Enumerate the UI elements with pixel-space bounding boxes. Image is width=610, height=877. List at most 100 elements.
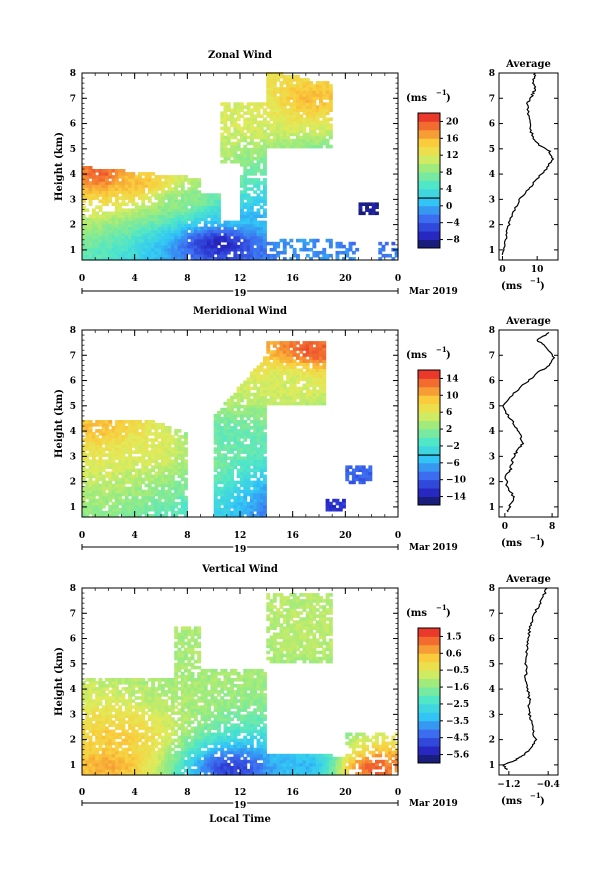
average-y-tick-label: 1 [489,503,495,513]
heatmap-cell [329,118,333,122]
heatmap-cell [253,172,257,176]
heatmap-cell [322,248,326,252]
colorbar-tick-label: −4 [446,219,460,229]
heatmap-cell [181,181,185,185]
heatmap-cell [263,172,267,176]
colorbar-unit-close: ) [446,350,451,361]
heatmap-cell [296,75,300,79]
average-x-tick-label: 0 [502,522,508,532]
colorbar-segment [418,181,440,190]
heatmap-cell [263,208,267,212]
colorbar-segment [418,412,440,421]
heatmap-cell [118,705,122,709]
heatmap-cell [263,456,267,460]
date-month: Mar 2019 [409,543,458,553]
colorbar-tick-label: 0 [446,202,452,212]
colorbar-tick-label: 4 [446,185,452,195]
heatmap-cell [263,248,267,252]
heatmap-cell [296,254,300,258]
y-tick-label: 5 [70,402,76,412]
average-title: Average [505,59,551,70]
colorbar-segment [418,497,440,506]
heatmap-cell [184,459,188,463]
heatmap-cell [184,478,188,482]
colorbar-segment [418,206,440,215]
heatmap-cell [296,341,300,345]
heatmap-cell [283,248,287,252]
colorbar-segment [418,223,440,232]
heatmap-cell [263,199,267,203]
average-y-tick-label: 7 [489,94,495,104]
heatmap-cell [230,469,234,473]
x-tick-label: 8 [184,531,190,541]
heatmap-cell [375,212,379,216]
heatmap-cell [306,254,310,258]
colorbar-segment [418,463,440,472]
heatmap-field [82,593,399,776]
heatmap-cell [329,84,333,88]
heatmap-cell [368,465,372,469]
heatmap-cell [237,118,241,122]
heatmap-cell [368,469,372,473]
average-x-title-close: ) [540,281,545,292]
average-y-tick-label: 5 [489,402,495,412]
heatmap-cell [243,496,247,500]
heatmap-cell [322,356,326,360]
y-tick-label: 6 [70,120,76,130]
heatmap-cell [263,420,267,424]
colorbar-segment [418,438,440,447]
colorbar-segment [418,395,440,404]
panel-title: Zonal Wind [208,50,272,61]
heatmap-cell [329,124,333,128]
average-x-tick-label: 8 [549,522,555,532]
x-tick-label: 12 [234,274,247,284]
heatmap-cell [263,411,267,415]
heatmap-cell [243,438,247,442]
colorbar-segment [418,147,440,156]
heatmap-cell [263,496,267,500]
heatmap-cell [82,199,86,203]
heatmap-cell [263,487,267,491]
colorbar-segment [418,130,440,139]
heatmap-cell [217,199,221,203]
average-y-tick-label: 3 [489,195,495,205]
colorbar-tick-label: 12 [446,151,459,161]
heatmap-cell [303,127,307,131]
x-tick-label: 12 [234,531,247,541]
average-y-tick-label: 4 [489,427,495,437]
heatmap-cell [184,505,188,509]
y-tick-label: 2 [70,478,76,488]
x-tick-label: 4 [132,274,138,284]
heatmap-cell [329,145,333,149]
colorbar-segment [418,404,440,413]
average-y-tick-label: 4 [489,170,495,180]
colorbar-segment [418,214,440,223]
colorbar-segment [418,488,440,497]
heatmap-cell [352,242,356,246]
average-x-tick-label: 0 [499,265,505,275]
heatmap-cell [263,154,267,158]
y-tick-label: 7 [70,351,76,361]
heatmap-cell [322,402,326,406]
average-y-tick-label: 2 [489,221,495,231]
heatmap-cell [355,248,359,252]
heatmap-cell [217,193,221,197]
average-y-tick-label: 3 [489,452,495,462]
colorbar-segment [418,387,440,396]
average-x-title: (ms [501,281,522,292]
colorbar-unit: (ms [406,93,427,104]
y-tick-label: 8 [70,69,76,79]
heatmap-cell [257,163,261,167]
heatmap-cell [263,178,267,182]
heatmap-cell [184,487,188,491]
heatmap-cell [168,429,172,433]
heatmap-cell [237,124,241,128]
heatmap-cell [141,199,145,203]
heatmap-cell [257,178,261,182]
heatmap-cell [184,438,188,442]
colorbar-segment [418,155,440,164]
x-tick-label: 0 [79,531,85,541]
